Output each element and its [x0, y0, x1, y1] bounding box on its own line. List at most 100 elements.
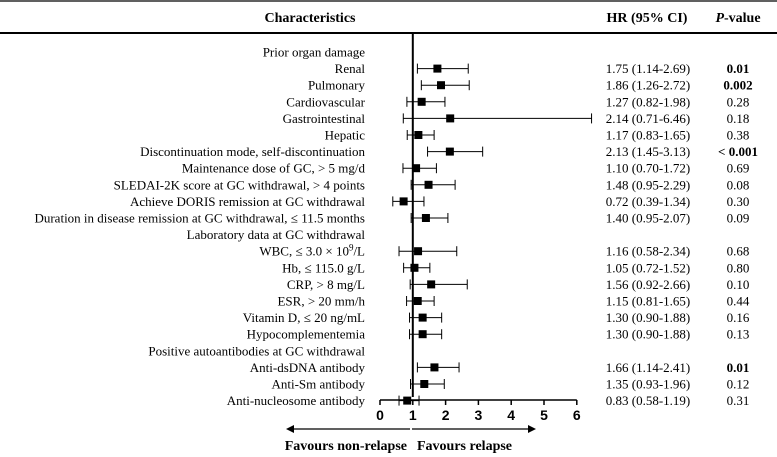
row-label-text: Anti-nucleosome antibody [227, 393, 366, 408]
row-label-text: WBC, ≤ 3.0 × 10 [259, 244, 349, 259]
row-label: Anti-dsDNA antibody [250, 360, 366, 375]
row-label-text: SLEDAI-2K score at GC withdrawal, > 4 po… [114, 177, 365, 192]
row-label: Maintenance dose of GC, > 5 mg/d [182, 161, 366, 176]
hr-ci-text: 1.27 (0.82-1.98) [606, 94, 691, 109]
p-value-text: 0.28 [727, 94, 750, 109]
hr-ci-text: 1.86 (1.26-2.72) [606, 78, 691, 93]
x-tick-label: 3 [475, 407, 483, 423]
hr-ci-text: 1.56 (0.92-2.66) [606, 277, 691, 292]
hr-ci-text: 1.66 (1.14-2.41) [606, 360, 691, 375]
header-characteristics: Characteristics [265, 11, 357, 26]
row-label-text: Gastrointestinal [283, 111, 366, 126]
row-label: WBC, ≤ 3.0 × 109/L [259, 243, 365, 259]
hr-ci-text: 1.40 (0.95-2.07) [606, 211, 691, 226]
row-label-text: Pulmonary [308, 78, 366, 93]
row-label-text: Anti-dsDNA antibody [250, 360, 366, 375]
row-label-text: Anti-Sm antibody [271, 377, 365, 392]
favours-non-relapse: Favours non-relapse [285, 439, 407, 454]
row-label-text: Maintenance dose of GC, > 5 mg/d [182, 161, 366, 176]
hr-point [420, 380, 429, 388]
row-label-text: Cardiovascular [286, 94, 365, 109]
x-tick-label: 4 [507, 407, 515, 423]
hr-ci-text: 1.15 (0.81-1.65) [606, 294, 691, 309]
hr-ci-text: 0.83 (0.58-1.19) [606, 393, 691, 408]
row-label: Gastrointestinal [283, 111, 366, 126]
row-label: Hepatic [325, 128, 366, 143]
row-label-text: Prior organ damage [263, 45, 366, 60]
hr-point [430, 363, 439, 372]
favours-right-arrowhead [528, 425, 536, 433]
hr-point [437, 81, 446, 90]
hr-point [445, 147, 454, 156]
p-value-text: 0.18 [727, 111, 750, 126]
hr-ci-text: 2.14 (0.71-6.46) [606, 111, 691, 126]
section-label: Prior organ damage [263, 45, 366, 60]
row-label: ESR, > 20 mm/h [277, 294, 365, 309]
row-label: Anti-Sm antibody [271, 377, 365, 392]
hr-point [418, 330, 427, 339]
p-value-text: 0.44 [727, 294, 750, 309]
x-tick-label: 1 [409, 407, 417, 423]
p-value-text: 0.68 [727, 244, 750, 259]
hr-point [417, 97, 426, 106]
x-tick-label: 2 [442, 407, 450, 423]
header-p-rest: -value [724, 11, 761, 26]
p-value-text: 0.01 [727, 61, 750, 76]
hr-ci-text: 1.48 (0.95-2.29) [606, 177, 691, 192]
hr-ci-text: 2.13 (1.45-3.13) [606, 144, 691, 159]
p-value-text: 0.80 [727, 260, 750, 275]
row-label-text: Vitamin D, ≤ 20 ng/mL [243, 310, 365, 325]
x-tick-label: 0 [376, 407, 384, 423]
row-label-text: Duration in disease remission at GC with… [34, 211, 365, 226]
p-value-text: 0.10 [727, 277, 750, 292]
x-tick-label: 6 [573, 407, 581, 423]
hr-point [421, 214, 430, 222]
p-value-text: 0.69 [727, 161, 750, 176]
p-value-text: 0.09 [727, 211, 750, 226]
row-label: Achieve DORIS remission at GC withdrawal [130, 194, 365, 209]
x-tick-label: 5 [540, 407, 548, 423]
hr-point [413, 297, 422, 305]
hr-ci-text: 1.30 (0.90-1.88) [606, 327, 691, 342]
hr-ci-text: 1.35 (0.93-1.96) [606, 377, 691, 392]
hr-point [414, 131, 423, 139]
row-label-superscript: 9 [349, 243, 354, 253]
section-label: Laboratory data at GC withdrawal [187, 227, 366, 242]
header-p-italic: P [715, 11, 724, 26]
row-label: Duration in disease remission at GC with… [34, 211, 365, 226]
hr-ci-text: 0.72 (0.39-1.34) [606, 194, 691, 209]
hr-point [446, 114, 455, 123]
mark-group [392, 34, 593, 406]
hr-point [427, 280, 436, 289]
row-label: Renal [335, 61, 366, 76]
row-label: Cardiovascular [286, 94, 365, 109]
header-hr: HR (95% CI) [607, 11, 688, 26]
row-label-text: Hepatic [325, 128, 366, 143]
hr-ci-text: 1.16 (0.58-2.34) [606, 244, 691, 259]
row-label-text: ESR, > 20 mm/h [277, 294, 365, 309]
hr-ci-text: 1.05 (0.72-1.52) [606, 260, 691, 275]
p-value-text: 0.13 [727, 327, 750, 342]
p-value-text: 0.38 [727, 128, 750, 143]
hr-ci-text: 1.10 (0.70-1.72) [606, 161, 691, 176]
hr-point [424, 180, 433, 189]
p-value-text: 0.08 [727, 177, 750, 192]
row-label-suffix: /L [353, 244, 365, 259]
row-label: Anti-nucleosome antibody [227, 393, 366, 408]
header-p-value: P-value [715, 11, 760, 26]
row-label: Hb, ≤ 115.0 g/L [282, 260, 365, 275]
hr-point [433, 64, 442, 73]
row-label-text: Discontinuation mode, self-discontinuati… [140, 144, 365, 159]
row-label-text: Laboratory data at GC withdrawal [187, 227, 366, 242]
hr-point [410, 263, 419, 272]
p-value-text: 0.002 [723, 78, 752, 93]
hr-point [418, 313, 427, 322]
hr-ci-text: 1.75 (1.14-2.69) [606, 61, 691, 76]
p-value-text: 0.31 [727, 393, 750, 408]
row-label: Discontinuation mode, self-discontinuati… [140, 144, 365, 159]
hr-ci-text: 1.30 (0.90-1.88) [606, 310, 691, 325]
p-value-text: 0.12 [727, 377, 750, 392]
favours-annotation: Favours non-relapse Favours relapse [285, 425, 536, 454]
